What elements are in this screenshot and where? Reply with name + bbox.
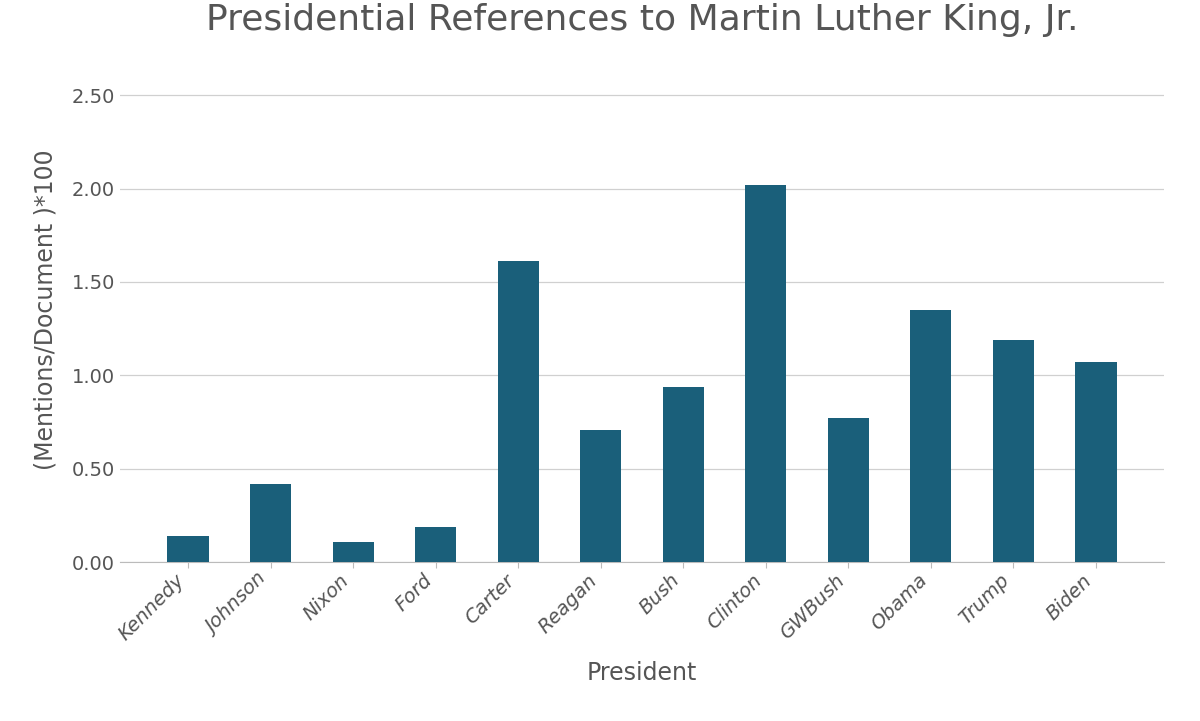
Bar [250,484,292,562]
Bar [1075,363,1116,562]
Y-axis label: (Mentions/Document )*100: (Mentions/Document )*100 [34,150,58,470]
X-axis label: President: President [587,660,697,685]
Bar [662,386,704,562]
Bar [911,310,952,562]
Bar [580,430,622,562]
Bar [745,185,786,562]
Bar [992,340,1034,562]
Bar [828,418,869,562]
Bar [415,527,456,562]
Bar [332,541,373,562]
Bar [168,536,209,562]
Title: Presidential References to Martin Luther King, Jr.: Presidential References to Martin Luther… [205,3,1079,37]
Bar [498,262,539,562]
